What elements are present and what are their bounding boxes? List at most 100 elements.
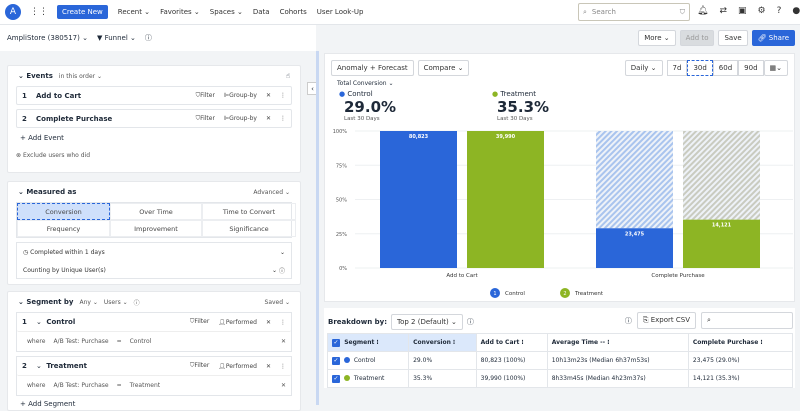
add-segment-button[interactable]: + Add Segment xyxy=(20,400,76,408)
funnel-chart: 0% 25% 50% 75% 100% 80,823 39,990 Add to Cart 23… xyxy=(333,129,793,298)
column-header[interactable]: Complete Purchase xyxy=(692,339,759,346)
apps-grid-icon[interactable]: ⋮⋮ xyxy=(30,7,48,17)
export-csv-button[interactable]: ⎘ Export CSV xyxy=(636,312,696,329)
breakdown-dropdown[interactable]: Top 2 (Default) ⌄ xyxy=(391,314,463,330)
info-icon[interactable]: ⓘ xyxy=(624,316,632,325)
help-icon[interactable]: ? xyxy=(776,6,782,16)
range-90d[interactable]: 90d xyxy=(738,60,764,76)
group-by-button[interactable]: ⊫Group-by xyxy=(223,115,257,122)
chevron-down-icon[interactable]: ⌄ xyxy=(36,362,47,370)
filter-button[interactable]: ⛉Filter xyxy=(195,114,215,122)
nav-spaces[interactable]: Spaces ⌄ xyxy=(209,8,243,16)
metric-dropdown[interactable]: Total Conversion ⌄ xyxy=(337,80,394,87)
counting-by-dropdown[interactable]: Counting by Unique User(s) ⌄ ⓘ xyxy=(23,266,285,275)
any-dropdown[interactable]: Any ⌄ xyxy=(79,298,98,306)
info-icon[interactable]: ⓘ xyxy=(133,299,140,307)
create-new-button[interactable]: Create New xyxy=(57,5,108,19)
value-selector[interactable]: Control xyxy=(129,338,152,345)
sync-icon[interactable]: ⇄ xyxy=(719,6,727,16)
table-row: ✓ Treatment 35.3% 39,990 (100%) 8h33m45s (… xyxy=(326,369,794,388)
close-icon[interactable]: ✕ xyxy=(265,362,271,370)
measure-over-time[interactable]: Over Time xyxy=(110,203,202,220)
order-selector[interactable]: in this order ⌄ xyxy=(58,72,103,80)
search-icon: ⌕ xyxy=(707,316,711,324)
measure-improvement[interactable]: Improvement xyxy=(110,220,202,237)
add-to-button[interactable]: Add to xyxy=(679,30,715,46)
nav-recent[interactable]: Recent ⌄ xyxy=(117,8,151,16)
anomaly-forecast-button[interactable]: Anomaly + Forecast xyxy=(331,60,414,76)
row-checkbox[interactable]: ✓ xyxy=(332,374,340,383)
close-icon[interactable]: ✕ xyxy=(265,318,271,326)
completed-within-dropdown[interactable]: ◷ Completed within 1 days ⌄ xyxy=(23,248,285,256)
column-header[interactable]: Segment xyxy=(344,338,375,346)
user-icon[interactable]: ● xyxy=(792,6,800,16)
performed-button[interactable]: 👤︎Performed xyxy=(218,362,257,370)
filter-icon[interactable]: ⛉ xyxy=(679,7,685,16)
select-all-checkbox[interactable]: ✓ xyxy=(332,338,340,347)
column-header[interactable]: Conversion xyxy=(413,339,451,346)
more-icon[interactable]: ⋮ xyxy=(280,362,286,370)
chevron-down-icon[interactable]: ⌄ xyxy=(18,188,27,196)
nav-data[interactable]: Data xyxy=(252,8,270,16)
value-selector[interactable]: Treatment xyxy=(129,382,161,389)
amplitude-logo[interactable]: A xyxy=(5,4,21,20)
property-selector[interactable]: A/B Test: Purchase xyxy=(53,338,109,345)
column-header[interactable]: Average Time -- xyxy=(551,339,608,346)
chevron-down-icon[interactable]: ⌄ xyxy=(18,72,27,80)
filter-button[interactable]: ⛉Filter xyxy=(189,362,210,369)
measure-frequency[interactable]: Frequency xyxy=(17,220,110,237)
chart-type-selector[interactable]: ▼ Funnel ⌄ xyxy=(96,34,136,42)
share-button[interactable]: 🔗︎ Share xyxy=(751,30,795,46)
event-row[interactable]: 1 Add to Cart ⛉Filter ⊫Group-by ✕ ⋮ xyxy=(16,86,292,105)
close-icon[interactable]: ✕ xyxy=(280,382,286,389)
bell-icon[interactable]: 🔔︎ xyxy=(697,6,709,16)
more-button[interactable]: More ⌄ xyxy=(638,30,676,46)
range-30d[interactable]: 30d xyxy=(687,60,713,76)
calendar-icon[interactable]: ▦⌄ xyxy=(763,60,788,76)
info-icon[interactable]: ⓘ xyxy=(144,34,152,42)
table-search-input[interactable]: ⌕ xyxy=(701,312,793,329)
measure-time-to-convert[interactable]: Time to Convert xyxy=(202,203,296,220)
info-icon[interactable]: ⓘ xyxy=(466,318,474,326)
panel-resize-handle[interactable] xyxy=(316,51,319,405)
filter-button[interactable]: ⛉Filter xyxy=(189,318,210,325)
close-icon[interactable]: ✕ xyxy=(265,115,271,122)
range-7d[interactable]: 7d xyxy=(666,60,688,76)
nav-favorites[interactable]: Favorites ⌄ xyxy=(160,8,200,16)
close-icon[interactable]: ✕ xyxy=(265,92,271,99)
nav-user-lookup[interactable]: User Look-Up xyxy=(316,8,364,16)
compare-button[interactable]: Compare ⌄ xyxy=(417,60,470,76)
nav-cohorts[interactable]: Cohorts xyxy=(279,8,307,16)
search-input[interactable]: ⌕ Search ⛉ xyxy=(578,3,690,21)
close-icon[interactable]: ✕ xyxy=(280,338,286,345)
event-row[interactable]: 2 Complete Purchase ⛉Filter ⊫Group-by ✕ ⋮ xyxy=(16,109,292,128)
more-icon[interactable]: ⋮ xyxy=(280,318,286,326)
filter-button[interactable]: ⛉Filter xyxy=(195,91,215,99)
chevron-down-icon: ⌄ xyxy=(279,248,285,256)
advanced-dropdown[interactable]: Advanced ⌄ xyxy=(253,188,290,196)
group-by-button[interactable]: ⊫Group-by xyxy=(223,92,257,99)
row-checkbox[interactable]: ✓ xyxy=(332,356,340,365)
measure-conversion[interactable]: Conversion xyxy=(17,203,110,220)
dashboard-icon[interactable]: ▣ xyxy=(737,6,747,16)
add-event-button[interactable]: + Add Event xyxy=(20,134,64,142)
bar-data-label: 14,121 xyxy=(712,223,732,229)
interval-dropdown[interactable]: Daily ⌄ xyxy=(624,60,663,76)
performed-button[interactable]: 👤︎Performed xyxy=(218,318,257,326)
chevron-down-icon[interactable]: ⌄ xyxy=(36,318,47,326)
bar-treatment xyxy=(683,219,760,268)
project-selector[interactable]: AmpliStore (380517) ⌄ xyxy=(7,34,88,42)
range-60d[interactable]: 60d xyxy=(712,60,739,76)
more-icon[interactable]: ⋮ xyxy=(280,115,286,122)
saved-dropdown[interactable]: Saved ⌄ xyxy=(264,298,290,306)
users-dropdown[interactable]: Users ⌄ xyxy=(103,298,128,306)
exclude-users-button[interactable]: ⊗ Exclude users who did xyxy=(16,152,91,159)
column-header[interactable]: Add to Cart xyxy=(480,339,520,346)
hand-icon[interactable]: ☝ xyxy=(285,72,290,80)
property-selector[interactable]: A/B Test: Purchase xyxy=(53,382,109,389)
save-button[interactable]: Save xyxy=(718,30,748,46)
measure-significance[interactable]: Significance xyxy=(202,220,296,237)
gear-icon[interactable]: ⚙ xyxy=(757,6,766,16)
chevron-down-icon[interactable]: ⌄ xyxy=(18,298,27,306)
more-icon[interactable]: ⋮ xyxy=(280,92,286,99)
